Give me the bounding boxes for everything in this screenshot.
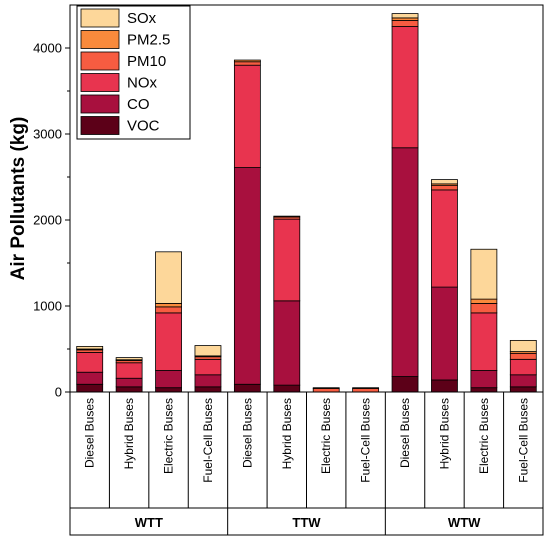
bar-segment-pm10 [155,306,182,314]
legend-swatch [80,8,120,28]
legend-label: CO [127,96,150,113]
legend-label: NOx [127,75,158,92]
bar-segment-nox [273,218,301,302]
bar-segment-voc [431,379,458,393]
legend: SOx PM2.5 PM10 NOx CO VOC [80,8,170,135]
y-tick-label: 2000 [33,213,62,228]
category-label: Hybrid Buses [122,398,136,469]
category-label: Electric Buses [319,398,333,474]
legend-label: VOC [127,118,160,135]
bar-segment-nox [431,189,458,288]
bar-segment-nox [76,352,104,373]
bar-segment-sox [509,339,537,352]
group-frame [69,507,544,536]
bar-segment-co [431,286,458,381]
legend-swatch [80,51,120,71]
bar-segment-voc [155,387,182,393]
bar-segment-voc [76,383,104,393]
bar-segment-nox [155,312,182,371]
category-label: Fuel-Cell Buses [359,398,373,483]
bar-segment-voc [391,376,419,393]
category-label: Electric Buses [477,398,491,474]
legend-box [76,5,191,140]
bar-segment-nox [509,358,537,376]
category-label: Fuel-Cell Buses [516,398,530,483]
bar-segment-co [391,147,419,377]
bar-segment-pm10 [233,61,261,66]
category-label: Diesel Buses [398,398,412,468]
bar-segment-sox [194,345,222,357]
bar-segment-pm25 [470,298,498,304]
group-label: TTW [292,515,321,530]
bar-segment-nox [115,362,143,379]
bar-segment-pm10 [391,20,419,27]
bar-segment-pm25 [273,215,301,218]
bar-segment-voc [509,386,537,393]
legend-swatch [80,116,120,135]
bar-segment-voc [233,383,261,393]
bar-segment-pm25 [233,59,261,63]
bar-segment-sox [115,357,143,361]
bar-segment-pm10 [470,303,498,314]
bar-segment-voc [273,384,301,393]
bar-segment-co [509,374,537,388]
bar-segment-nox [233,64,261,168]
legend-label: PM2.5 [127,32,170,49]
category-label: Hybrid Buses [280,398,294,469]
bar-segment-nox [194,358,222,376]
y-tick-label: 1000 [33,299,62,314]
bar-segment-pm10 [509,352,537,360]
bar-segment-co [273,300,301,386]
bar-segment-pm25 [312,387,340,389]
legend-swatch [80,73,120,92]
legend-label: SOx [127,10,157,27]
category-label: Electric Buses [162,398,176,474]
y-axis-title: Air Pollutants (kg) [8,117,29,281]
category-label: Diesel Buses [240,398,254,468]
bar-segment-sox [76,346,104,350]
bar-segment-sox [155,251,182,304]
bar-segment-pm10 [312,388,340,393]
bar-segment-sox [391,13,419,19]
legend-swatch [80,30,120,49]
bar-segment-co [194,374,222,388]
bar-segment-sox [431,179,458,185]
bar-segment-co [470,370,498,389]
bar-segment-co [115,377,143,388]
group-label: WTT [135,515,163,530]
group-label: WTW [448,515,481,530]
bar-segment-pm25 [155,303,182,308]
category-label: Hybrid Buses [437,398,451,469]
y-tick-label: 3000 [33,127,62,142]
bar-segment-co [233,167,261,385]
y-tick-label: 4000 [33,41,62,56]
bar-segment-co [76,371,104,385]
bar-segment-voc [115,386,143,393]
legend-swatch [80,94,120,114]
category-label: Diesel Buses [83,398,97,468]
bar-segment-voc [470,387,498,393]
bar-segment-sox [470,248,498,300]
bar-segment-pm25 [352,387,380,389]
y-tick-label: 0 [55,385,62,400]
bar-segment-pm10 [431,185,458,191]
bar-segment-nox [391,26,419,149]
category-label: Fuel-Cell Buses [201,398,215,483]
legend-label: PM10 [127,53,166,70]
bar-segment-voc [194,386,222,393]
bar-segment-nox [470,312,498,371]
bar-segment-pm10 [352,388,380,393]
bar-segment-co [155,370,182,389]
